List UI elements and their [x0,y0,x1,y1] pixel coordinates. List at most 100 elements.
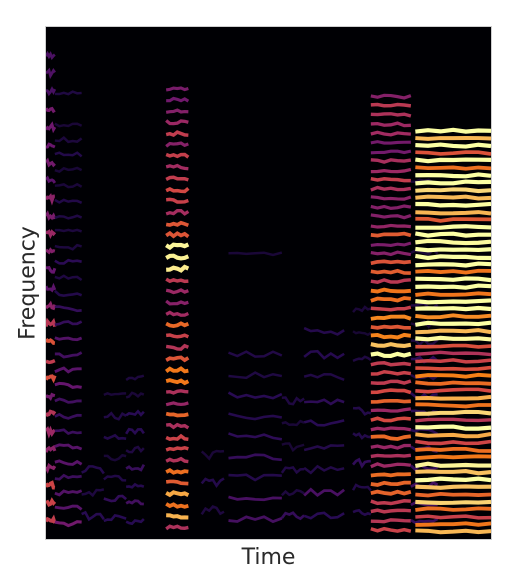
harmonic-band [54,336,83,342]
harmonic-band [46,175,57,184]
harmonic-band [370,149,412,155]
harmonic-band [280,465,305,475]
harmonic-band [303,419,345,427]
spectrogram-segment [280,396,306,521]
harmonic-band [370,121,411,128]
harmonic-band [415,268,491,275]
harmonic-band [228,495,282,502]
harmonic-band [415,365,491,372]
harmonic-band [415,135,491,141]
harmonic-band [165,422,190,430]
harmonic-band [165,141,189,148]
harmonic-band [280,488,305,497]
harmonic-band [165,355,190,363]
harmonic-band [415,210,491,216]
harmonic-band [370,407,412,413]
harmonic-band [81,488,105,498]
harmonic-band [54,258,82,265]
harmonic-band [165,524,189,531]
harmonic-band [352,432,371,440]
harmonic-band [165,130,189,138]
harmonic-band [370,167,412,174]
harmonic-band [165,479,189,486]
harmonic-band [415,491,491,498]
harmonic-band [103,494,128,503]
harmonic-band [415,380,491,386]
harmonic-band [165,502,189,509]
harmonic-band [415,343,491,349]
harmonic-band [54,489,83,497]
harmonic-band [125,482,145,489]
harmonic-band [165,299,189,306]
harmonic-band [166,96,190,103]
harmonic-band [125,445,145,454]
harmonic-band [415,291,491,297]
harmonic-band [415,276,491,283]
harmonic-band [46,157,56,168]
harmonic-band [351,483,372,492]
harmonic-band [370,462,412,469]
harmonic-band [370,498,411,506]
harmonic-band [352,406,372,416]
harmonic-band [370,112,412,118]
harmonic-band [352,508,372,517]
harmonic-band [370,259,412,266]
harmonic-band [303,487,346,498]
harmonic-band [165,411,189,418]
harmonic-band [165,209,190,216]
harmonic-band [54,90,82,96]
harmonic-band [370,443,411,450]
harmonic-band [103,411,127,421]
harmonic-band [165,220,190,228]
spectrogram-segment [227,251,283,524]
harmonic-band [370,388,412,395]
harmonic-band [166,197,189,204]
harmonic-band [46,67,56,80]
harmonic-band [370,204,412,211]
harmonic-band [46,337,56,345]
harmonic-band [46,462,57,474]
spectrogram-segment [414,127,491,535]
harmonic-band [370,361,412,367]
harmonic-band [410,427,439,436]
harmonic-band [415,305,491,312]
harmonic-band [46,193,55,206]
harmonic-band [54,122,83,128]
harmonic-band [103,433,127,441]
harmonic-band [370,489,412,496]
harmonic-band [370,526,412,533]
y-axis-label: Frequency [15,226,41,340]
spectrogram-canvas [46,50,491,535]
harmonic-band [370,195,412,201]
harmonic-band [370,342,412,349]
harmonic-band [46,106,56,114]
harmonic-band [415,409,491,416]
harmonic-band [415,313,491,320]
harmonic-band [415,127,491,134]
harmonic-band [414,253,491,261]
harmonic-band [46,86,57,97]
harmonic-band [165,242,190,251]
harmonic-band [54,473,82,481]
harmonic-band [165,389,189,395]
harmonic-band [370,158,412,164]
harmonic-band [125,409,145,417]
harmonic-band [370,130,411,137]
harmonic-band [410,373,439,381]
harmonic-band [46,445,57,453]
harmonic-band [415,224,491,230]
harmonic-band [54,504,83,511]
harmonic-band [303,372,345,381]
harmonic-band [228,371,283,380]
harmonic-band [46,142,56,149]
harmonic-band [370,185,412,192]
harmonic-band [415,328,491,335]
harmonic-band [303,464,345,475]
harmonic-band [46,497,57,508]
harmonic-band [415,165,491,171]
harmonic-band [370,518,411,524]
harmonic-band [304,398,345,406]
harmonic-band [415,142,491,149]
harmonic-band [370,508,411,514]
harmonic-band [46,514,57,524]
